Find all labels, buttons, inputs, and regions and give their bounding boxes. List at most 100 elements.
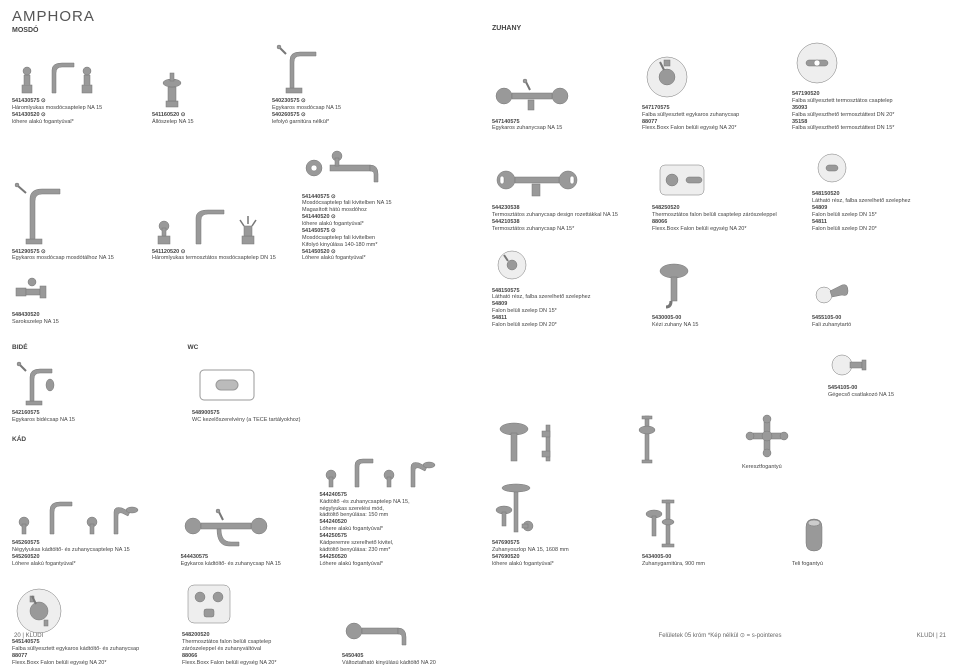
row-3-right: 548150575 Látható rész, falba szerelhető… bbox=[492, 245, 948, 329]
product-image bbox=[828, 347, 868, 382]
cell-c10: 544230538 Termosztátos zuhanycsap design… bbox=[492, 162, 632, 233]
product-image bbox=[12, 274, 52, 309]
cell-c5: 547170575 Falba süllyesztett egykaros zu… bbox=[642, 52, 772, 133]
caption: 541120520 ⊙ Háromlyukas termosztátos mos… bbox=[152, 249, 276, 263]
product-image bbox=[492, 76, 572, 116]
product-image bbox=[302, 146, 392, 191]
cell-c6: 547190520 Falba süllyesztett termosztáto… bbox=[792, 38, 942, 132]
section-zuhany: ZUHANY bbox=[492, 25, 948, 32]
caption: 5454105-00 Gégecső csatlakozó NA 15 bbox=[828, 385, 894, 399]
cell-c8: 541120520 ⊙ Háromlyukas termosztátos mos… bbox=[152, 196, 282, 263]
cell-c11: 548250520 Thermosztátos falon belüli csa… bbox=[652, 157, 792, 233]
product-image bbox=[12, 492, 142, 537]
product-image bbox=[652, 257, 697, 312]
caption: 548200520 Thermosztátos falon belüli csa… bbox=[182, 632, 276, 666]
product-image bbox=[152, 59, 192, 109]
row-1-left: 541430575 ⊙ Háromlyukas mosdócsaptelep N… bbox=[12, 40, 468, 126]
row-2-left: 541290575 ⊙ Egykaros mosdócsap mosdótálh… bbox=[12, 146, 468, 263]
product-image bbox=[632, 412, 662, 467]
caption: 544240575 Kádtöltő -és zuhanycsaptelep N… bbox=[319, 492, 409, 568]
caption: 5455105-00 Fali zuhanytartó bbox=[812, 315, 851, 329]
cell-c20: 545260575 Négylyukas kádtöltő- és zuhany… bbox=[12, 492, 161, 568]
cell-c24: 545140575 Falba süllyesztett egykaros ká… bbox=[12, 586, 162, 667]
cell-c21: 544430575 Egykaros kádtöltő- és zuhanycs… bbox=[181, 506, 300, 568]
cell-c19: 5454105-00 Gégecső csatlakozó NA 15 bbox=[828, 347, 948, 399]
caption: 548250520 Thermosztátos falon belüli csa… bbox=[652, 205, 777, 233]
row-bide-wc: 542160575 Egykaros bidécsap NA 15 548900… bbox=[12, 357, 468, 424]
footer-legend: Felületek 05 króm *Kép nélkül ⊙ = s-poin… bbox=[659, 632, 782, 639]
product-image bbox=[742, 411, 792, 461]
product-image bbox=[12, 181, 72, 246]
bide-wc-labels: BIDÉ WC bbox=[12, 338, 468, 357]
product-image bbox=[492, 417, 572, 467]
caption: 548900575 WC kezelőszerelvény (a TECE ta… bbox=[192, 410, 300, 424]
caption: 5430005-00 Kézi zuhany NA 15 bbox=[652, 315, 698, 329]
cell-c14: 548150575 Látható rész, falba szerelhető… bbox=[492, 245, 632, 329]
product-image bbox=[492, 245, 532, 285]
right-page: ZUHANY 547140575 Egykaros zuhanycsap NA … bbox=[480, 0, 960, 642]
product-image bbox=[182, 579, 237, 629]
product-image bbox=[319, 449, 449, 489]
product-image bbox=[492, 482, 542, 537]
catalog-spread: AMPHORA MOSDÓ 541430575 ⊙ Háromlyukas mo… bbox=[0, 0, 960, 642]
cell-c7: 541290575 ⊙ Egykaros mosdócsap mosdótálh… bbox=[12, 181, 132, 263]
caption: 548150520 Látható rész, falba szerelhető… bbox=[812, 191, 910, 232]
cell-c25: 548200520 Thermosztátos falon belüli csa… bbox=[182, 579, 322, 666]
product-image bbox=[652, 157, 712, 202]
caption: 541430575 ⊙ Háromlyukas mosdócsaptelep N… bbox=[12, 98, 102, 126]
product-image bbox=[792, 513, 837, 558]
cell-c2: 541160520 ⊙ Állószelep NA 15 bbox=[152, 59, 252, 126]
row-6-right: 547690575 Zuhanyoszlop NA 15, 1608 mm 54… bbox=[492, 482, 948, 568]
product-image bbox=[342, 615, 412, 650]
caption: 5434005-00 Zuhanygarnitúra, 900 mm bbox=[642, 554, 705, 568]
cell-keresztfog-img bbox=[492, 417, 612, 470]
section-bide: BIDÉ bbox=[12, 344, 28, 351]
cell-c12: 548150520 Látható rész, falba szerelhető… bbox=[812, 148, 942, 232]
product-image bbox=[792, 38, 842, 88]
cell-slider-img bbox=[632, 412, 722, 470]
product-image bbox=[12, 357, 67, 407]
cell-c3: 540230575 ⊙ Egykaros mosdócsap NA 15 540… bbox=[272, 40, 392, 126]
row-5-right: Keresztfogantyú bbox=[492, 411, 948, 471]
row-kad-1: 545260575 Négylyukas kádtöltő- és zuhany… bbox=[12, 449, 468, 568]
cell-c26: 5450405 Változtatható kinyúlású kádtöltő… bbox=[342, 615, 462, 667]
product-image bbox=[642, 52, 692, 102]
caption: 5450405 Változtatható kinyúlású kádtöltő… bbox=[342, 653, 436, 667]
caption: 547170575 Falba süllyesztett egykaros zu… bbox=[642, 105, 739, 133]
product-image bbox=[12, 45, 102, 95]
caption: 545260575 Négylyukas kádtöltő- és zuhany… bbox=[12, 540, 130, 568]
row-3-left: 548430520 Sarokszelep NA 15 bbox=[12, 274, 468, 326]
caption: 542160575 Egykaros bidécsap NA 15 bbox=[12, 410, 75, 424]
caption: 548430520 Sarokszelep NA 15 bbox=[12, 312, 59, 326]
cell-c17: 542160575 Egykaros bidécsap NA 15 bbox=[12, 357, 172, 424]
caption: 544430575 Egykaros kádtöltő- és zuhanycs… bbox=[181, 554, 281, 568]
caption: Teli fogantyú bbox=[792, 561, 823, 568]
caption: 541160520 ⊙ Állószelep NA 15 bbox=[152, 112, 194, 126]
caption: 547140575 Egykaros zuhanycsap NA 15 bbox=[492, 119, 562, 133]
caption: 541440575 ⊙ Mosdócsaptelep fali kivitelb… bbox=[302, 194, 392, 263]
cell-c4: 547140575 Egykaros zuhanycsap NA 15 bbox=[492, 76, 622, 133]
row-kad-2: 545140575 Falba süllyesztett egykaros ká… bbox=[12, 579, 468, 666]
section-mosdo: MOSDÓ bbox=[12, 27, 468, 34]
cell-c22: 544240575 Kádtöltő -és zuhanycsaptelep N… bbox=[319, 449, 468, 568]
product-image bbox=[492, 162, 582, 202]
cell-c18: 548900575 WC kezelőszerelvény (a TECE ta… bbox=[192, 362, 352, 424]
product-image bbox=[272, 40, 332, 95]
page-number-left: 20 | KLUDI bbox=[14, 633, 43, 639]
section-kad: KÁD bbox=[12, 436, 468, 443]
row-4-right: 5454105-00 Gégecső csatlakozó NA 15 bbox=[492, 347, 948, 399]
cell-c9: 541440575 ⊙ Mosdócsaptelep fali kivitelb… bbox=[302, 146, 442, 263]
product-image bbox=[812, 277, 852, 312]
caption: 545140575 Falba süllyesztett egykaros ká… bbox=[12, 639, 139, 667]
product-image bbox=[642, 496, 682, 551]
cell-c29: Teli fogantyú bbox=[792, 513, 892, 568]
caption: 541290575 ⊙ Egykaros mosdócsap mosdótálh… bbox=[12, 249, 114, 263]
cell-c16: 5455105-00 Fali zuhanytartó bbox=[812, 277, 932, 329]
product-image bbox=[192, 362, 262, 407]
product-image bbox=[181, 506, 271, 551]
left-page: AMPHORA MOSDÓ 541430575 ⊙ Háromlyukas mo… bbox=[0, 0, 480, 642]
row-2-right: 544230538 Termosztátos zuhanycsap design… bbox=[492, 148, 948, 232]
cell-c15: 5430005-00 Kézi zuhany NA 15 bbox=[652, 257, 792, 329]
caption: 547690575 Zuhanyoszlop NA 15, 1608 mm 54… bbox=[492, 540, 569, 568]
cell-c28: 5434005-00 Zuhanygarnitúra, 900 mm bbox=[642, 496, 772, 568]
